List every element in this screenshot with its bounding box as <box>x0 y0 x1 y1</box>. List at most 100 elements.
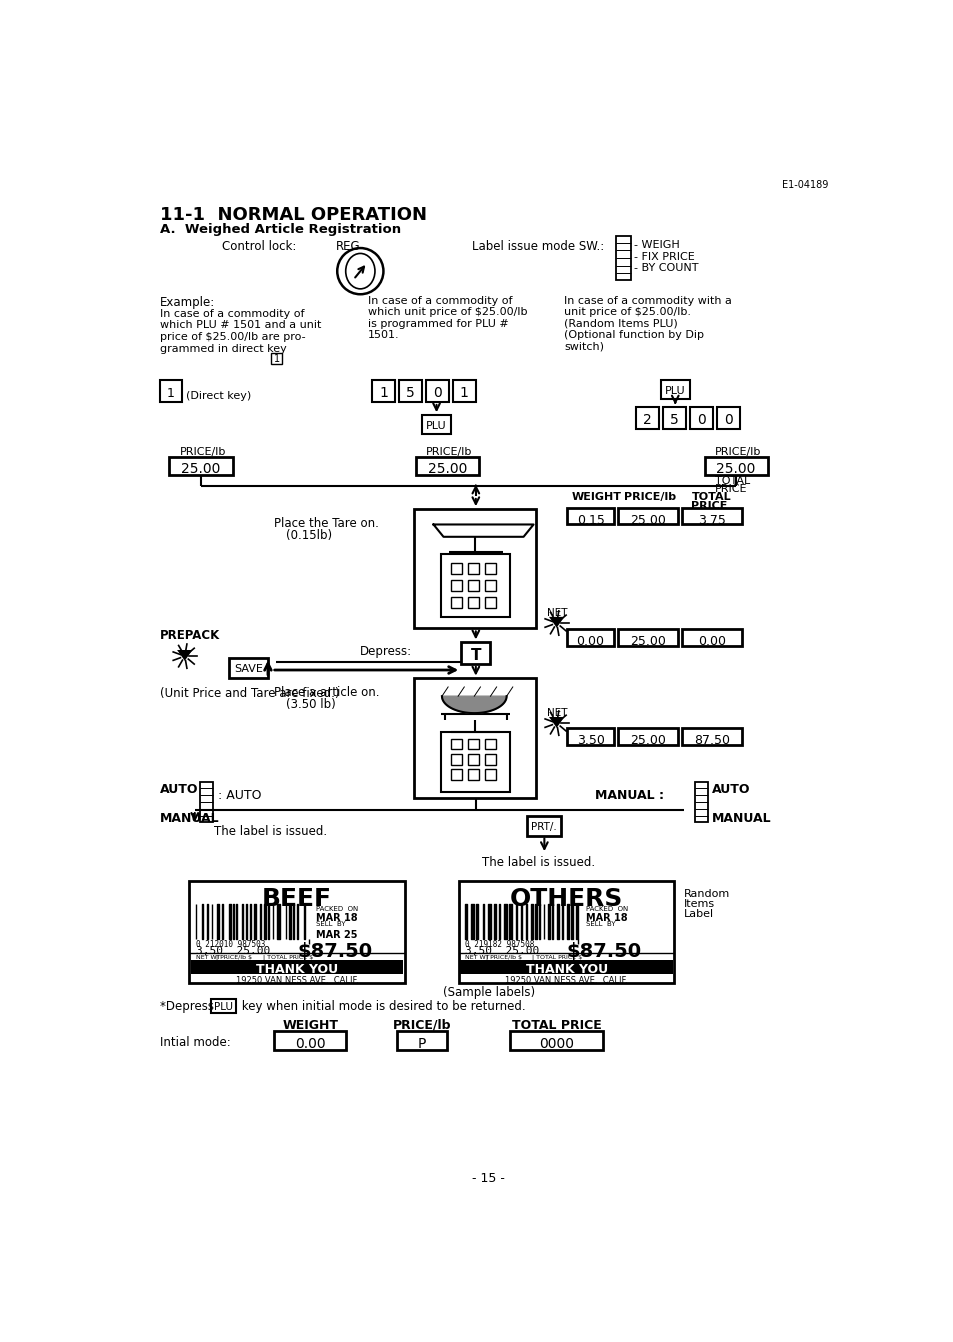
Bar <box>510 1031 602 1049</box>
Bar <box>618 727 678 745</box>
Text: 19250 VAN NESS AVE.  CALIF.: 19250 VAN NESS AVE. CALIF. <box>505 976 627 985</box>
Text: 0 219182 987508: 0 219182 987508 <box>464 941 534 949</box>
Text: NET: NET <box>547 707 567 718</box>
Text: (3.50 lb): (3.50 lb) <box>285 698 335 711</box>
Bar <box>211 998 235 1013</box>
Text: 0 212010 987503: 0 212010 987503 <box>195 941 265 949</box>
Bar <box>716 408 740 429</box>
Bar <box>566 727 614 745</box>
Text: | PRICE/lb $: | PRICE/lb $ <box>216 956 253 961</box>
Bar <box>681 629 741 646</box>
Text: 3.50: 3.50 <box>576 734 604 747</box>
Text: SELL  BY: SELL BY <box>316 921 346 927</box>
Text: Place a article on.: Place a article on. <box>274 686 379 699</box>
Text: TOTAL PRICE: TOTAL PRICE <box>511 1019 601 1032</box>
Text: 1: 1 <box>459 386 468 400</box>
Text: key when initial mode is desired to be returned.: key when initial mode is desired to be r… <box>237 1000 525 1013</box>
Bar <box>458 880 674 982</box>
Bar <box>372 381 395 403</box>
Text: : AUTO: : AUTO <box>217 789 261 803</box>
Bar <box>451 564 461 574</box>
Bar <box>468 754 478 765</box>
Text: TOTAL: TOTAL <box>691 493 730 502</box>
Text: In case of a commodity with a: In case of a commodity with a <box>564 295 732 306</box>
Bar <box>414 509 536 628</box>
Bar <box>616 236 631 279</box>
Text: Intial mode:: Intial mode: <box>160 1036 231 1048</box>
Bar <box>468 597 478 608</box>
Text: 0.15: 0.15 <box>576 514 604 526</box>
Bar <box>200 781 213 821</box>
Text: $87.50: $87.50 <box>297 942 372 961</box>
Text: 25.00: 25.00 <box>630 635 665 648</box>
Text: AUTO: AUTO <box>160 784 198 796</box>
Text: PACKED  ON: PACKED ON <box>316 906 358 911</box>
Text: MAR 25: MAR 25 <box>316 930 357 941</box>
Text: 3,50  25.00: 3,50 25.00 <box>464 946 538 956</box>
Bar <box>566 629 614 646</box>
Text: MANUAL: MANUAL <box>712 812 771 825</box>
Text: 5: 5 <box>669 413 679 427</box>
Text: 25.00: 25.00 <box>427 462 467 476</box>
Bar <box>636 408 659 429</box>
Text: Random: Random <box>683 888 729 899</box>
Text: 1: 1 <box>167 386 174 400</box>
Text: 0.00: 0.00 <box>576 635 604 648</box>
Text: PRICE: PRICE <box>714 484 746 494</box>
Text: 0000: 0000 <box>538 1036 574 1051</box>
Bar <box>414 679 536 798</box>
Bar <box>484 580 496 590</box>
Bar <box>659 381 689 399</box>
Text: switch): switch) <box>564 342 604 352</box>
Polygon shape <box>548 617 564 628</box>
Text: REG: REG <box>335 240 360 254</box>
Text: THANK YOU: THANK YOU <box>255 962 338 976</box>
Bar <box>229 658 268 678</box>
Text: is programmed for PLU #: is programmed for PLU # <box>368 319 508 329</box>
Text: - WEIGH: - WEIGH <box>634 240 679 251</box>
Text: PREPACK: PREPACK <box>160 629 220 643</box>
Bar <box>396 1031 446 1049</box>
Text: 25.00: 25.00 <box>716 462 755 476</box>
Bar <box>484 564 496 574</box>
Text: *Depress: *Depress <box>160 1000 217 1013</box>
Bar <box>662 408 685 429</box>
Bar <box>618 629 678 646</box>
Bar <box>451 738 461 749</box>
Text: The label is issued.: The label is issued. <box>481 856 595 868</box>
Text: Control lock:: Control lock: <box>221 240 295 254</box>
Bar <box>453 381 476 403</box>
Bar <box>460 961 672 974</box>
Text: 25.00: 25.00 <box>630 514 665 526</box>
Text: 1: 1 <box>274 354 280 364</box>
Text: $87.50: $87.50 <box>566 942 641 961</box>
Bar <box>451 597 461 608</box>
Text: | TOTAL PRICE $: | TOTAL PRICE $ <box>532 956 581 961</box>
Text: In case of a commodity of: In case of a commodity of <box>368 295 512 306</box>
Text: (Random Items PLU): (Random Items PLU) <box>564 319 678 329</box>
Text: PRICE/lb: PRICE/lb <box>179 447 226 458</box>
Text: (Direct key): (Direct key) <box>186 392 252 401</box>
Text: 3.75: 3.75 <box>698 514 725 526</box>
Text: SAVE: SAVE <box>234 664 263 674</box>
Bar <box>460 643 490 664</box>
Bar <box>695 781 708 821</box>
Text: 2: 2 <box>642 413 651 427</box>
Text: which unit price of $25.00/lb: which unit price of $25.00/lb <box>368 307 527 317</box>
Text: WEIGHT: WEIGHT <box>572 493 621 502</box>
Text: MANUAL: MANUAL <box>160 812 219 825</box>
Text: 0: 0 <box>433 386 441 400</box>
Polygon shape <box>548 717 564 727</box>
Text: Example:: Example: <box>160 295 215 309</box>
Text: | PRICE/lb $: | PRICE/lb $ <box>485 956 521 961</box>
Bar <box>689 408 712 429</box>
Bar <box>451 580 461 590</box>
Bar <box>484 738 496 749</box>
Polygon shape <box>177 650 193 660</box>
Bar <box>703 456 767 475</box>
Bar <box>484 754 496 765</box>
Bar <box>440 733 510 792</box>
Bar <box>468 738 478 749</box>
Text: PRICE: PRICE <box>691 501 727 510</box>
Text: T: T <box>470 648 480 663</box>
